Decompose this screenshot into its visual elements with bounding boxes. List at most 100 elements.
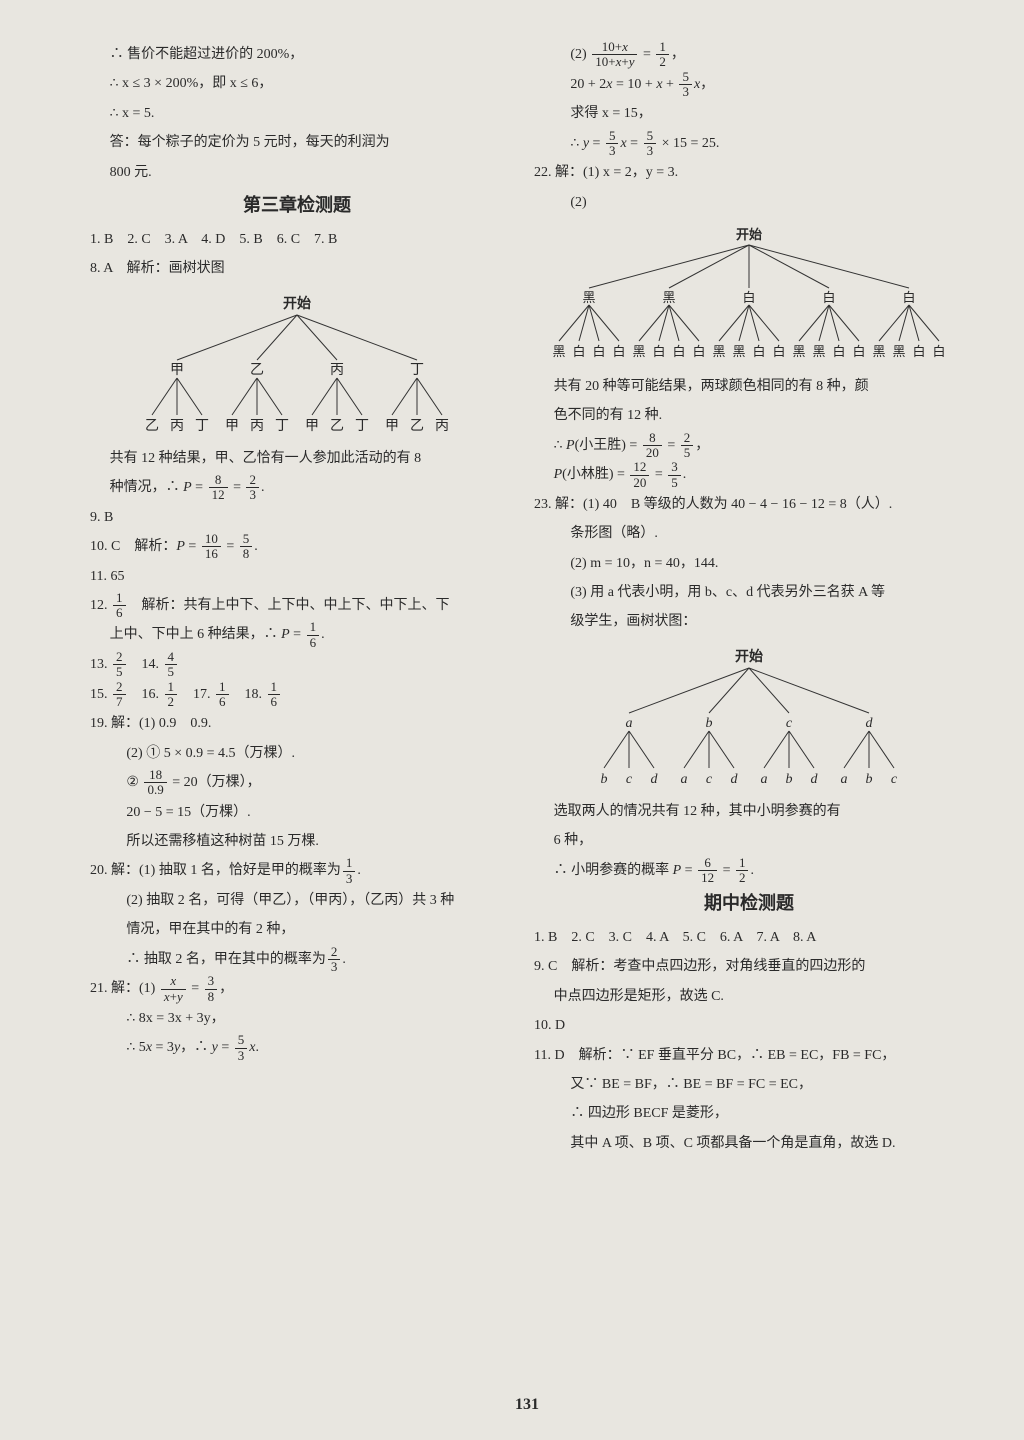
svg-text:白: 白 xyxy=(742,290,755,305)
svg-text:白: 白 xyxy=(832,344,845,359)
q23-l3: (2) m = 10，n = 40，144. xyxy=(534,549,964,578)
q21-l3: ∴ 5x = 3y，∴ y = 53x. xyxy=(90,1033,504,1063)
svg-text:丁: 丁 xyxy=(410,363,424,378)
q11: 11. 65 xyxy=(90,562,504,591)
text-line: 6 种， xyxy=(534,826,964,855)
svg-text:a: a xyxy=(761,772,768,787)
q15-18: 15. 27 16. 12 17. 16 18. 16 xyxy=(90,680,504,710)
svg-text:乙: 乙 xyxy=(410,418,424,434)
svg-text:甲: 甲 xyxy=(305,419,319,434)
q23-l4: (3) 用 a 代表小明，用 b、c、d 代表另外三名获 A 等 xyxy=(534,578,964,607)
q20-l2: (2) 抽取 2 名，可得（甲乙），（甲丙），（乙丙）共 3 种 xyxy=(90,886,504,915)
svg-text:丙: 丙 xyxy=(250,419,264,434)
q23f: ∴ 小明参赛的概率 P = 612 = 12. xyxy=(534,856,964,886)
q21-l1: 21. 解：(1) xx+y = 38， xyxy=(90,974,504,1004)
text-line: 共有 20 种等可能结果，两球颜色相同的有 8 种，颜 xyxy=(534,372,964,401)
tree-diagram-23: 开始 a b c d bcd acd abd abc xyxy=(569,643,929,793)
q11b-l3: ∴ 四边形 BECF 是菱形， xyxy=(534,1099,964,1128)
svg-text:黑: 黑 xyxy=(712,344,725,359)
q22c: ∴ P(小王胜) = 820 = 25， xyxy=(534,431,964,461)
q8-formula: 种情况，∴ P = 812 = 23. xyxy=(90,473,504,503)
text-line: ∴ x ≤ 3 × 200%，即 x ≤ 6， xyxy=(90,69,504,98)
svg-text:丙: 丙 xyxy=(170,419,184,434)
text-line: 色不同的有 12 种. xyxy=(534,401,964,430)
svg-text:黑: 黑 xyxy=(582,290,595,305)
q8-label: 8. A 解析：画树状图 xyxy=(90,254,504,283)
svg-text:a: a xyxy=(841,772,848,787)
q22-l1: 22. 解：(1) x = 2，y = 3. xyxy=(534,158,964,187)
svg-text:白: 白 xyxy=(612,344,625,359)
q22d: P(小林胜) = 1220 = 35. xyxy=(534,460,964,490)
svg-text:开始: 开始 xyxy=(735,648,763,665)
text-line: ∴ 售价不能超过进价的 200%， xyxy=(90,40,504,69)
svg-text:d: d xyxy=(651,772,659,787)
svg-text:b: b xyxy=(601,772,608,787)
svg-text:白: 白 xyxy=(912,344,925,359)
svg-text:黑: 黑 xyxy=(552,344,565,359)
tree-diagram-8: 开始 甲 乙 丙 丁 乙丙丁 甲丙丁 甲乙丁 甲乙丙 xyxy=(117,290,477,440)
q9b-l1: 9. C 解析：考查中点四边形，对角线垂直的四边形的 xyxy=(534,952,964,981)
text-line: 选取两人的情况共有 12 种，其中小明参赛的有 xyxy=(534,797,964,826)
svg-text:b: b xyxy=(786,772,793,787)
text-line: 共有 12 种结果，甲、乙恰有一人参加此活动的有 8 xyxy=(90,444,504,473)
q19-l1: 19. 解：(1) 0.9 0.9. xyxy=(90,709,504,738)
q21b-l1: (2) 10+x10+x+y = 12， xyxy=(534,40,964,70)
right-column: (2) 10+x10+x+y = 12， 20 + 2x = 10 + x + … xyxy=(534,40,964,1390)
svg-text:乙: 乙 xyxy=(330,418,344,434)
q12b: 上中、下中上 6 种结果，∴ P = 16. xyxy=(90,620,504,650)
q23-l5: 级学生，画树状图： xyxy=(534,607,964,636)
svg-text:c: c xyxy=(706,772,713,787)
q10: 10. C 解析：P = 1016 = 58. xyxy=(90,532,504,562)
text-line: 800 元. xyxy=(90,158,504,187)
mid-answers: 1. B 2. C 3. C 4. A 5. C 6. A 7. A 8. A xyxy=(534,923,964,952)
q13-14: 13. 25 14. 45 xyxy=(90,650,504,680)
q20-l3: 情况，甲在其中的有 2 种， xyxy=(90,915,504,944)
svg-text:开始: 开始 xyxy=(283,295,311,312)
tree-diagram-22: 开始 黑黑 白白白 黑白白白 黑白白白 黑黑白白 黑黑白白 黑黑白白 xyxy=(534,223,964,368)
svg-text:黑: 黑 xyxy=(662,290,675,305)
q9: 9. B xyxy=(90,503,504,532)
page-number: 131 xyxy=(90,1396,964,1414)
svg-text:b: b xyxy=(866,772,873,787)
svg-text:d: d xyxy=(866,716,874,731)
q19-l4: 20 − 5 = 15（万棵）. xyxy=(90,798,504,827)
svg-text:丁: 丁 xyxy=(195,419,209,434)
svg-text:c: c xyxy=(626,772,633,787)
left-column: ∴ 售价不能超过进价的 200%， ∴ x ≤ 3 × 200%，即 x ≤ 6… xyxy=(90,40,504,1390)
svg-text:白: 白 xyxy=(822,290,835,305)
q19-l2: (2) ① 5 × 0.9 = 4.5（万棵）. xyxy=(90,739,504,768)
svg-text:丙: 丙 xyxy=(435,419,449,434)
svg-text:白: 白 xyxy=(752,344,765,359)
svg-text:白: 白 xyxy=(592,344,605,359)
svg-text:白: 白 xyxy=(772,344,785,359)
svg-text:白: 白 xyxy=(692,344,705,359)
svg-text:c: c xyxy=(786,716,793,731)
q12a: 12. 16 解析：共有上中下、上下中、中上下、中下上、下 xyxy=(90,591,504,621)
svg-text:开始: 开始 xyxy=(736,227,762,242)
svg-text:d: d xyxy=(811,772,819,787)
q21b-l3: 求得 x = 15， xyxy=(534,99,964,128)
q19-l5: 所以还需移植这种树苗 15 万棵. xyxy=(90,827,504,856)
svg-text:b: b xyxy=(706,716,713,731)
svg-text:a: a xyxy=(626,716,633,731)
svg-text:白: 白 xyxy=(902,290,915,305)
answer-line: 1. B 2. C 3. A 4. D 5. B 6. C 7. B xyxy=(90,225,504,254)
svg-text:黑: 黑 xyxy=(732,344,745,359)
svg-text:甲: 甲 xyxy=(225,419,239,434)
q21b-l2: 20 + 2x = 10 + x + 53x， xyxy=(534,70,964,100)
svg-text:甲: 甲 xyxy=(385,419,399,434)
q19-l3: ② 180.9 = 20（万棵）， xyxy=(90,768,504,798)
q11b-l1: 11. D 解析：∵ EF 垂直平分 BC，∴ EB = EC，FB = FC， xyxy=(534,1041,964,1070)
svg-text:乙: 乙 xyxy=(145,418,159,434)
q11b-l2: 又∵ BE = BF，∴ BE = BF = FC = EC， xyxy=(534,1070,964,1099)
q10b: 10. D xyxy=(534,1011,964,1040)
svg-text:黑: 黑 xyxy=(792,344,805,359)
q21-l2: ∴ 8x = 3x + 3y， xyxy=(90,1004,504,1033)
q23-l1: 23. 解：(1) 40 B 等级的人数为 40 − 4 − 16 − 12 =… xyxy=(534,490,964,519)
svg-text:a: a xyxy=(681,772,688,787)
q22-l2: (2) xyxy=(534,188,964,217)
svg-text:白: 白 xyxy=(672,344,685,359)
svg-text:甲: 甲 xyxy=(170,363,184,378)
text-line: 答：每个粽子的定价为 5 元时，每天的利润为 xyxy=(90,128,504,157)
q20-l4: ∴ 抽取 2 名，甲在其中的概率为23. xyxy=(90,945,504,975)
